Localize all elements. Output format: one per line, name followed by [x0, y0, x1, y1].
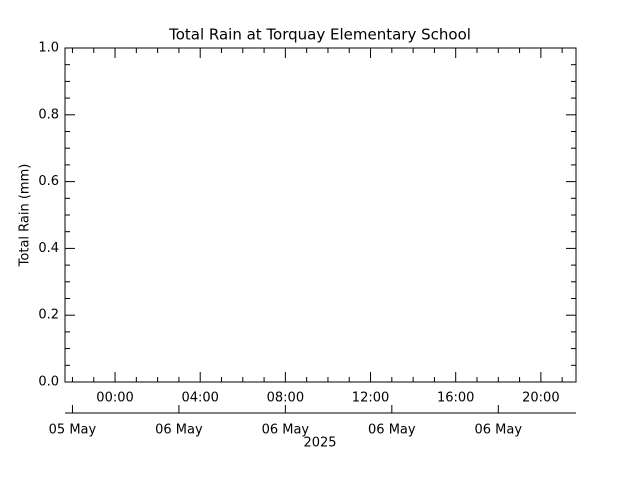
- x-tick-label: 04:00: [181, 391, 218, 406]
- y-tick-label: 1.0: [38, 41, 59, 56]
- x-tick-label: 12:00: [352, 391, 389, 406]
- y-axis-label: Total Rain (mm): [18, 164, 33, 268]
- x-tick-label: 20:00: [522, 391, 559, 406]
- y-tick-label: 0.0: [38, 375, 59, 390]
- x-tick-label: 16:00: [437, 391, 474, 406]
- date-tick-label: 06 May: [262, 423, 310, 438]
- x-tick-label: 08:00: [267, 391, 304, 406]
- y-tick-label: 0.8: [38, 107, 59, 122]
- x-tick-label: 00:00: [96, 391, 133, 406]
- date-axis-label: 2025: [303, 436, 336, 451]
- y-tick-label: 0.2: [38, 308, 59, 323]
- date-tick-label: 06 May: [368, 423, 416, 438]
- date-tick-label: 06 May: [475, 423, 523, 438]
- date-tick-label: 05 May: [49, 423, 97, 438]
- date-tick-label: 06 May: [155, 423, 203, 438]
- chart-title: Total Rain at Torquay Elementary School: [168, 26, 471, 44]
- y-tick-label: 0.6: [38, 174, 59, 189]
- y-tick-label: 0.4: [38, 241, 59, 256]
